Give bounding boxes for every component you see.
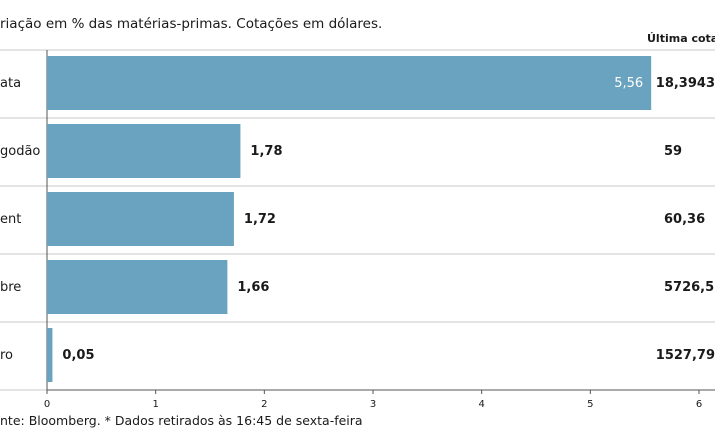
x-tick-label: 2 (261, 399, 267, 410)
x-tick-label: 4 (478, 399, 484, 410)
category-label: ata (0, 76, 21, 91)
x-tick-label: 5 (587, 399, 593, 410)
value-label: 1,78 (250, 144, 282, 159)
source-note: nte: Bloomberg. * Dados retirados às 16:… (0, 413, 363, 428)
bar (47, 260, 228, 314)
last-price-label: 59 (664, 144, 682, 159)
category-label: bre (0, 280, 21, 295)
value-label: 1,72 (244, 212, 276, 227)
bar (47, 124, 241, 178)
category-label: ent (0, 212, 21, 227)
last-price-label: 60,36 (664, 212, 705, 227)
value-label: 5,56 (614, 76, 643, 91)
category-label: ro (0, 348, 13, 363)
bar (47, 192, 234, 246)
x-tick-label: 6 (696, 399, 702, 410)
x-tick-label: 1 (152, 399, 158, 410)
last-price-column-header: Última cotaç (647, 32, 715, 45)
x-axis: 0 1 2 3 4 5 6 (44, 389, 715, 410)
x-tick-label: 0 (44, 399, 50, 410)
value-label: 0,05 (62, 348, 94, 363)
value-label: 1,66 (237, 280, 269, 295)
last-price-label: 1527,79 (656, 348, 715, 363)
bar (47, 56, 652, 110)
last-price-label: 5726,5 (664, 280, 714, 295)
x-tick-label: 3 (370, 399, 376, 410)
chart-subtitle: riação em % das matérias-primas. Cotaçõe… (0, 16, 383, 32)
bars: ata 5,56 18,3943 godão 1,78 59 ent 1,72 60,36 bre… (0, 56, 715, 382)
bar (47, 328, 53, 382)
category-label: godão (0, 144, 40, 159)
last-price-label: 18,3943 (656, 76, 715, 91)
